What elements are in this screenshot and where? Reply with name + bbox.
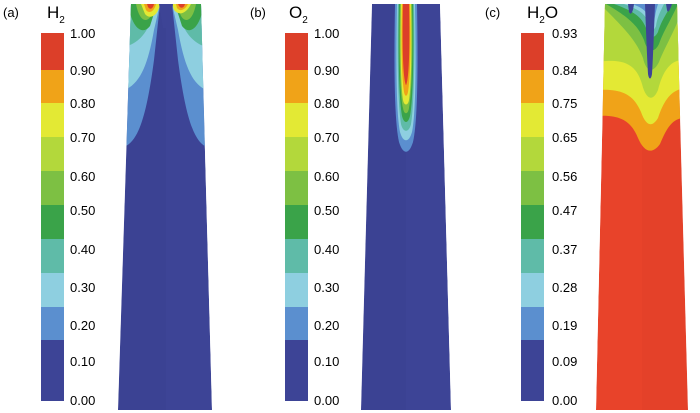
tick-label: 0.30 bbox=[314, 280, 339, 295]
colorbar-ticks-b: 1.00 0.90 0.80 0.70 0.60 0.50 0.40 0.30 … bbox=[314, 26, 339, 408]
tick-label: 0.60 bbox=[314, 169, 339, 184]
colorbar-ticks-c: 0.93 0.84 0.75 0.65 0.56 0.47 0.37 0.28 … bbox=[552, 26, 577, 408]
tick-label: 0.19 bbox=[552, 318, 577, 333]
panel-label-a: (a) bbox=[3, 5, 19, 20]
tick-label: 0.80 bbox=[70, 96, 95, 111]
panel-label-c: (c) bbox=[485, 5, 500, 20]
panel-b: (b) O2 1.00 0.90 0.80 0.70 0.60 0.50 0.4… bbox=[250, 3, 451, 410]
tick-label: 0.90 bbox=[314, 63, 339, 78]
colorbar-c bbox=[521, 33, 544, 401]
colorbar-swatch bbox=[41, 205, 64, 239]
colorbar-swatch bbox=[285, 103, 308, 137]
tick-label: 1.00 bbox=[70, 26, 95, 41]
colorbar-swatch bbox=[521, 103, 544, 137]
colorbar-b bbox=[285, 33, 308, 401]
tick-label: 0.30 bbox=[70, 280, 95, 295]
colorbar-swatch bbox=[41, 171, 64, 205]
tick-label: 0.40 bbox=[314, 242, 339, 257]
tick-label: 0.60 bbox=[70, 169, 95, 184]
colorbar-swatch bbox=[285, 171, 308, 205]
colorbar-swatch bbox=[521, 307, 544, 340]
tick-label: 0.93 bbox=[552, 26, 577, 41]
tick-label: 0.90 bbox=[70, 63, 95, 78]
colorbar-swatch bbox=[521, 70, 544, 103]
colorbar-swatch bbox=[285, 137, 308, 171]
tick-label: 0.37 bbox=[552, 242, 577, 257]
colorbar-swatch bbox=[41, 307, 64, 340]
tick-label: 0.40 bbox=[70, 242, 95, 257]
colorbar-swatch bbox=[285, 340, 308, 401]
tick-label: 0.20 bbox=[314, 318, 339, 333]
tick-label: 1.00 bbox=[314, 26, 339, 41]
tick-label: 0.84 bbox=[552, 63, 577, 78]
colorbar-swatch bbox=[521, 205, 544, 239]
tick-label: 0.70 bbox=[314, 130, 339, 145]
tick-label: 0.10 bbox=[314, 354, 339, 369]
species-label-a: H2 bbox=[47, 3, 65, 26]
species-label-c: H2O bbox=[527, 3, 558, 26]
tick-label: 0.50 bbox=[314, 203, 339, 218]
colorbar-ticks-a: 1.00 0.90 0.80 0.70 0.60 0.50 0.40 0.30 … bbox=[70, 26, 95, 408]
tick-label: 0.00 bbox=[314, 393, 339, 408]
colorbar-swatch bbox=[285, 33, 308, 70]
panel-a: (a) H2 1.00 0.90 0.80 0.70 0.60 0.50 0.4… bbox=[3, 3, 212, 410]
colorbar-swatch bbox=[41, 70, 64, 103]
contour-field-c bbox=[596, 4, 688, 410]
colorbar-swatch bbox=[285, 205, 308, 239]
tick-label: 0.00 bbox=[70, 393, 95, 408]
tick-label: 0.28 bbox=[552, 280, 577, 295]
colorbar-swatch bbox=[41, 137, 64, 171]
tick-label: 0.47 bbox=[552, 203, 577, 218]
tick-label: 0.50 bbox=[70, 203, 95, 218]
colorbar-swatch bbox=[41, 103, 64, 137]
colorbar-swatch bbox=[41, 273, 64, 307]
contour-field-a bbox=[118, 4, 212, 410]
species-label-b: O2 bbox=[289, 3, 308, 26]
contour-field-b bbox=[361, 4, 451, 410]
colorbar-a bbox=[41, 33, 64, 401]
colorbar-swatch bbox=[285, 273, 308, 307]
colorbar-swatch bbox=[285, 239, 308, 273]
colorbar-swatch bbox=[521, 137, 544, 171]
tick-label: 0.00 bbox=[552, 393, 577, 408]
colorbar-swatch bbox=[41, 239, 64, 273]
colorbar-swatch bbox=[41, 340, 64, 401]
colorbar-swatch bbox=[521, 239, 544, 273]
panel-label-b: (b) bbox=[250, 5, 266, 20]
tick-label: 0.56 bbox=[552, 169, 577, 184]
colorbar-swatch bbox=[521, 273, 544, 307]
colorbar-swatch bbox=[521, 33, 544, 70]
tick-label: 0.09 bbox=[552, 354, 577, 369]
tick-label: 0.70 bbox=[70, 130, 95, 145]
tick-label: 0.80 bbox=[314, 96, 339, 111]
tick-label: 0.20 bbox=[70, 318, 95, 333]
tick-label: 0.65 bbox=[552, 130, 577, 145]
panel-c: (c) H2O 0.93 0.84 0.75 0.65 0.56 0.47 0.… bbox=[485, 3, 688, 410]
colorbar-swatch bbox=[285, 307, 308, 340]
tick-label: 0.75 bbox=[552, 96, 577, 111]
colorbar-swatch bbox=[521, 171, 544, 205]
colorbar-swatch bbox=[521, 340, 544, 401]
colorbar-swatch bbox=[285, 70, 308, 103]
tick-label: 0.10 bbox=[70, 354, 95, 369]
colorbar-swatch bbox=[41, 33, 64, 70]
